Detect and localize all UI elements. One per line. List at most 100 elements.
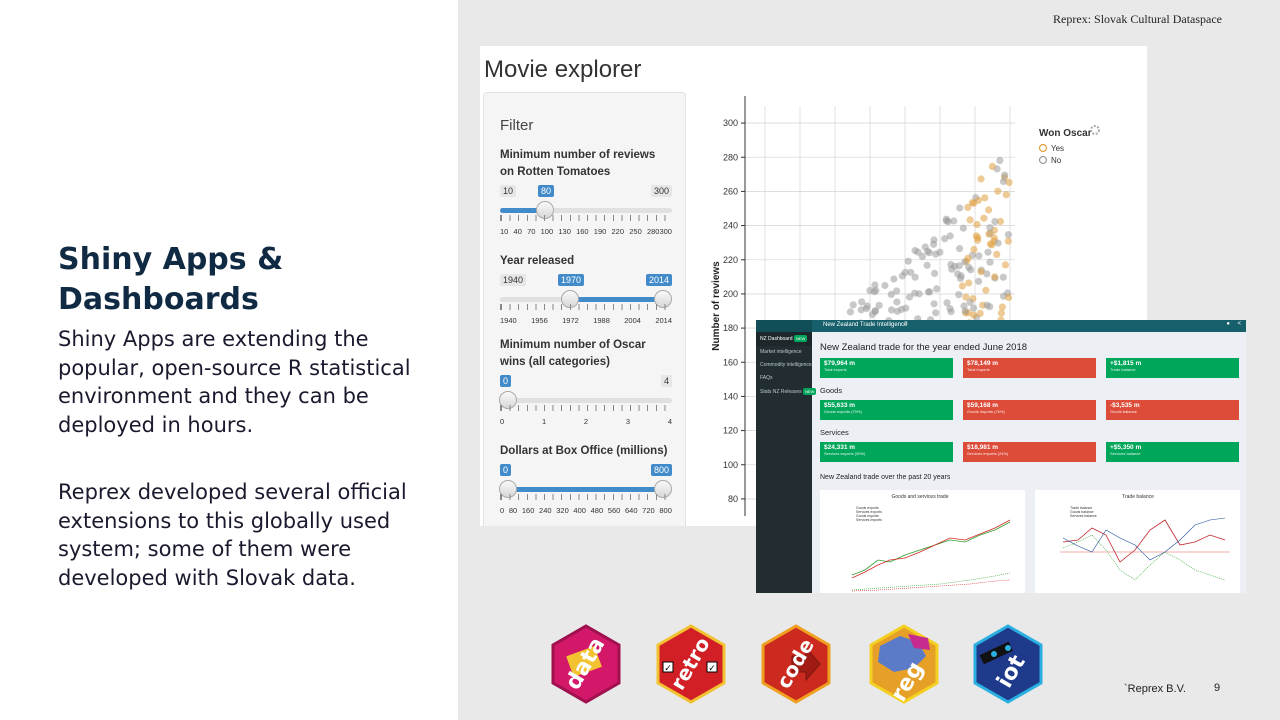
scatter-point: [988, 162, 996, 170]
legend-item: Goods imports: [856, 514, 879, 518]
scatter-point: [974, 196, 983, 204]
scatter-point: [955, 262, 963, 270]
scatter-point: [871, 281, 879, 289]
value-box: $55,633 m Goods exports (70%): [820, 400, 953, 420]
box-value: $79,964 m: [824, 360, 856, 367]
oscar-slider[interactable]: 0 4 0 1 2 3 4: [499, 375, 672, 427]
menu-toggle-icon[interactable]: ≡: [904, 321, 908, 327]
left-chart-title: Goods and services trade: [892, 494, 949, 500]
legend-no-marker: [1038, 155, 1048, 165]
slider-max-label: 300: [650, 185, 672, 197]
legend-item: Goods balance: [1070, 510, 1094, 514]
scatter-point: [975, 252, 983, 260]
sidebar-item-releases[interactable]: Stats NZ Releases NEW: [756, 385, 817, 399]
gear-icon[interactable]: [1090, 125, 1100, 135]
right-chart-title: Trade balance: [1122, 494, 1154, 500]
retro-sticker-icon: ✓ ✓ retro: [656, 624, 726, 704]
scatter-point: [991, 218, 999, 226]
scatter-point: [932, 250, 940, 258]
scatter-point: [887, 290, 895, 298]
filter-label: Year released: [500, 255, 575, 267]
box-label: Total imports: [967, 367, 990, 372]
box-value: $78,149 m: [967, 360, 999, 367]
dashboard-main: New Zealand trade for the year ended Jun…: [820, 342, 1240, 481]
slider-from-label: 1970: [558, 274, 585, 286]
scatter-point: [986, 224, 994, 232]
grid-label: 800: [659, 506, 672, 515]
value-box: $24,331 m Services exports (30%): [820, 442, 953, 462]
slider-value-label: 0: [500, 375, 512, 387]
filter-panel: Filter Minimum number of reviews on Rott…: [483, 92, 686, 526]
grid-label: 2014: [655, 316, 672, 325]
sidebar-item-market[interactable]: Market intelligence: [756, 346, 812, 359]
slider-fill: [570, 297, 664, 302]
scatter-point: [965, 279, 973, 287]
scatter-point: [930, 300, 938, 308]
filter-label: Minimum number of reviews on Rotten Toma…: [500, 149, 656, 178]
goods-imports-line: [851, 519, 1011, 579]
grid-label: 400: [573, 506, 586, 515]
year-filter: Year released 1940 1970 2014 1940 1956 1…: [500, 253, 672, 326]
year-slider[interactable]: 1940 1970 2014 1940 1956 1972 1988 2004 …: [500, 274, 672, 326]
slide-title: Shiny Apps & Dashboards: [58, 242, 284, 317]
scatter-point: [986, 303, 994, 311]
box-value: $55,633 m: [824, 402, 856, 409]
goods-balance-line: [1062, 517, 1226, 561]
legend-yes-marker: [1038, 143, 1048, 153]
scatter-point: [998, 303, 1006, 311]
scatter-point: [931, 269, 939, 277]
grid-label: 100: [540, 227, 554, 236]
scatter-point: [875, 301, 883, 309]
y-tick-label: 220: [723, 255, 738, 265]
legend-yes-label: Yes: [1051, 144, 1064, 153]
scatter-point: [985, 230, 993, 238]
slider-from-label: 0: [500, 464, 512, 476]
checkbox-icon: ✓: [664, 663, 672, 673]
goods-title: Goods: [820, 386, 843, 395]
scatter-point: [967, 266, 975, 274]
scatter-point: [994, 187, 1002, 195]
scatter-point: [858, 298, 866, 306]
nav-label: Stats NZ Releases: [760, 389, 802, 395]
scatter-point: [893, 307, 901, 315]
share-icon[interactable]: <: [1237, 321, 1241, 327]
sidebar-item-commodity[interactable]: Commodity intelligence: [756, 359, 812, 372]
legend-item: Services imports: [856, 518, 882, 522]
scatter-point: [911, 289, 919, 297]
sidebar-item-faqs[interactable]: FAQs: [756, 372, 812, 385]
code-sticker-icon: code: [761, 624, 831, 704]
box-label: Goods balance: [1110, 409, 1137, 414]
scatter-point: [986, 258, 994, 266]
slider-fill: [508, 487, 664, 492]
services-imports-line: [851, 579, 1011, 592]
app-name: New Zealand Trade Intelligence: [823, 322, 908, 328]
sidebar-item-dashboard[interactable]: NZ Dashboard NEW: [756, 332, 812, 346]
scatter-point: [902, 304, 910, 312]
scatter-point: [956, 274, 965, 282]
scatter-point: [974, 236, 982, 244]
scatter-point: [968, 199, 976, 207]
scatter-point: [1005, 293, 1013, 302]
box-value: +$5,350 m: [1110, 444, 1142, 451]
slider-value-label: 80: [538, 185, 555, 197]
grid-label: 280300: [646, 227, 672, 236]
reviews-slider[interactable]: 10 80 300 10 40 70 100 130 160 190 220 2…: [500, 185, 672, 237]
comment-icon[interactable]: ●: [1226, 321, 1230, 327]
scatter-point: [961, 307, 969, 315]
reviews-filter: Minimum number of reviews on Rotten Toma…: [500, 147, 672, 237]
box-label: Services balance: [1110, 451, 1141, 456]
scatter-point: [985, 206, 993, 214]
movie-explorer-title: Movie explorer: [484, 56, 642, 83]
scatter-point: [918, 252, 926, 260]
box-label: Goods exports (70%): [824, 409, 862, 414]
scatter-point: [904, 257, 912, 265]
boxoffice-slider[interactable]: 0 800 0 80 160 240 320 400 480 560 640: [499, 464, 672, 516]
extensions-paragraph: Reprex developed several official extens…: [58, 480, 407, 590]
scatter-point: [986, 240, 995, 248]
y-axis-label: Number of reviews: [711, 261, 722, 351]
scatter-point: [1004, 237, 1012, 245]
grid-label: 190: [593, 227, 607, 236]
scatter-point: [973, 220, 981, 229]
slider-ticks: [500, 494, 672, 500]
grid-label: 3: [625, 417, 631, 426]
